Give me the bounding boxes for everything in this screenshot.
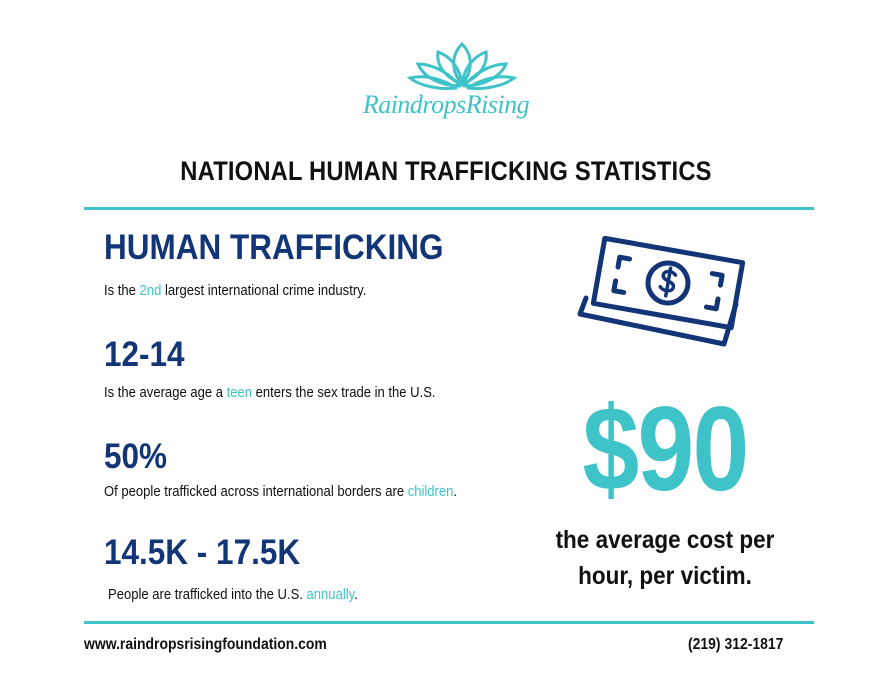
text: Is the [104,283,140,299]
text: Is the average age a [104,385,227,401]
text: enters the sex trade in the U.S. [252,385,436,401]
highlight: children [407,484,454,500]
page-title: NATIONAL HUMAN TRAFFICKING STATISTICS [180,156,712,186]
stat-heading: HUMAN TRAFFICKING [104,228,444,267]
phone-number: (219) 312-1817 [688,636,784,653]
text: Of people trafficked across internationa… [104,484,408,500]
text: largest international crime industry. [161,283,367,299]
divider [84,207,814,210]
stat-description: Of people trafficked across internationa… [104,484,457,500]
stat-description: People are trafficked into the U.S. annu… [108,587,358,603]
highlight: teen [226,385,253,401]
text: People are trafficked into the U.S. [108,587,307,603]
stat-heading: 50% [104,437,168,476]
highlight: annually [306,587,355,603]
stat-description: Is the average age a teen enters the sex… [104,385,436,401]
stat-heading: 14.5K - 17.5K [104,533,301,572]
feature-caption: the average cost per hour, per victim. [555,526,775,590]
text: . [354,587,358,603]
text: . [453,484,458,500]
money-icon [577,236,746,347]
feature-amount: $90 [582,382,749,516]
highlight: 2nd [139,283,162,299]
logo-text: RaindropsRising [362,90,530,119]
logo-lotus [406,41,518,90]
divider [84,621,814,624]
stat-heading: 12-14 [104,335,185,374]
website-link[interactable]: www.raindropsrisingfoundation.com [84,636,327,653]
stat-description: Is the 2nd largest international crime i… [104,283,366,299]
